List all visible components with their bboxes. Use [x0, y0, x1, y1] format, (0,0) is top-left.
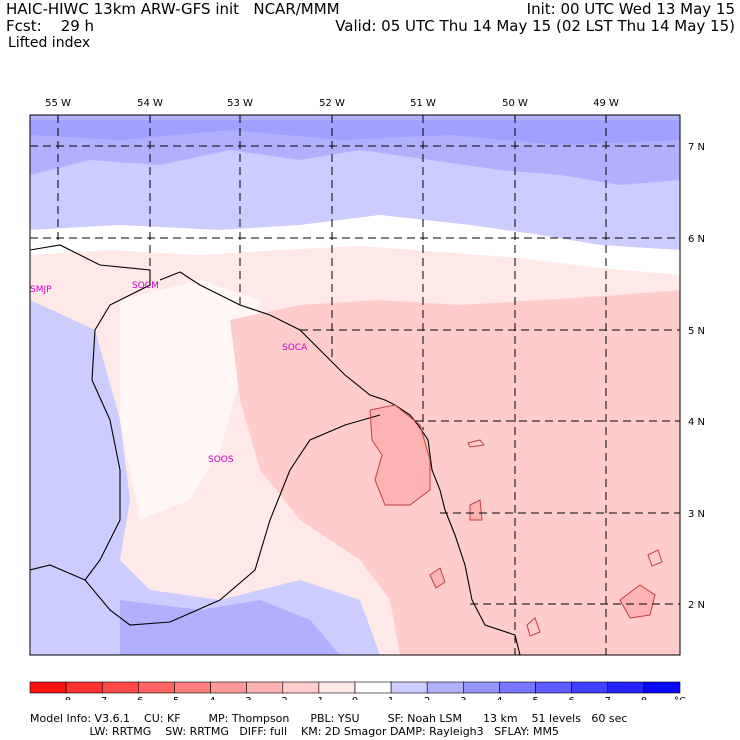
latlon-grid [30, 115, 680, 655]
colorbar-tick-label: 2 [424, 696, 430, 700]
station-label: SOOS [208, 455, 234, 465]
colorbar-swatch [426, 681, 464, 694]
colorbar-swatch [354, 681, 392, 694]
li-contours [369, 404, 663, 637]
colorbar-tick-label: -8 [61, 696, 71, 700]
colorbar-swatch [138, 681, 175, 694]
station-label: SOCM [132, 281, 159, 291]
colorbar-swatch [499, 681, 536, 694]
colorbar-swatch [571, 681, 609, 694]
stable-region-southwest [30, 300, 380, 655]
lon-label: 53 W [227, 98, 253, 109]
colorbar-swatch [643, 681, 681, 694]
colorbar-tick-label: -4 [206, 696, 216, 700]
init-time: Init: 00 UTC Wed 13 May 15 [526, 0, 735, 18]
border-west [30, 244, 381, 626]
colorbar-tick-label: -2 [278, 696, 288, 700]
colorbar [29, 681, 681, 694]
colorbar-tick-label: -6 [133, 696, 143, 700]
colorbar-tick-label: 7 [605, 696, 611, 700]
lon-label: 49 W [593, 98, 619, 109]
station-labels: SMJP SOCM SOCA SOOS [30, 281, 308, 465]
colorbar-tick-label: -1 [314, 696, 324, 700]
unstable-region [230, 290, 680, 655]
lon-labels: 55 W 54 W 53 W 52 W 51 W 50 W 49 W [45, 98, 619, 109]
contour-cell-e [469, 499, 483, 521]
colorbar-swatch [318, 681, 356, 694]
colorbar-tick-label: -5 [169, 696, 179, 700]
colorbar-swatch [463, 681, 500, 694]
white-band-north [30, 215, 680, 275]
colorbar-swatch [174, 681, 211, 694]
plot-frame [29, 114, 681, 656]
contour-cell-small1 [467, 439, 485, 448]
lat-label: 6 N [688, 234, 705, 245]
colorbar-tick-label: 0 [352, 696, 358, 700]
fcst-label: Fcst: [6, 17, 42, 35]
colorbar-tick-label: 6 [568, 696, 574, 700]
model-title: HAIC-HIWC 13km ARW-GFS init [6, 0, 240, 18]
white-region-interior [120, 280, 260, 520]
lat-label: 7 N [688, 142, 705, 153]
field-name: Lifted index [8, 35, 91, 51]
lat-label: 5 N [688, 326, 705, 337]
header-right: Init: 00 UTC Wed 13 May 15 Valid: 05 UTC… [335, 1, 735, 35]
unstable-cell-e [470, 500, 482, 520]
colorbar-swatch [535, 681, 572, 694]
lon-label: 52 W [319, 98, 345, 109]
shaded-field [30, 115, 680, 655]
colorbar-swatch [101, 681, 139, 694]
colorbar-tick-label: 4 [496, 696, 502, 700]
colorbar-swatch [390, 681, 428, 694]
lat-label: 4 N [688, 417, 705, 428]
colorbar-swatch [246, 681, 284, 694]
lon-label: 54 W [137, 98, 163, 109]
map-panel: 55 W 54 W 53 W 52 W 51 W 50 W 49 W 7 N 6… [29, 98, 705, 700]
colorbar-tick-label: -7 [97, 696, 107, 700]
lat-labels: 7 N 6 N 5 N 4 N 3 N 2 N [688, 142, 705, 611]
coastline [159, 271, 521, 655]
contour-cell-small2 [526, 617, 541, 637]
lon-label: 50 W [502, 98, 528, 109]
lon-label: 55 W [45, 98, 71, 109]
border-southwest [30, 564, 86, 581]
lat-label: 2 N [688, 600, 705, 611]
colorbar-swatch [607, 681, 645, 694]
colorbar-labels: -8 -7 -6 -5 -4 -3 -2 -1 0 1 2 3 4 5 6 7 8 [61, 696, 647, 700]
valid-time: Valid: 05 UTC Thu 14 May 15 (02 LST Thu … [335, 17, 735, 35]
contour-core [369, 404, 431, 506]
fcst-value: 29 h [60, 17, 95, 35]
stable-band-top [30, 120, 680, 145]
colorbar-tick-label: 5 [532, 696, 538, 700]
contour-cell-s [429, 567, 446, 589]
colorbar-unit: °C [674, 696, 686, 700]
header-left: HAIC-HIWC 13km ARW-GFS init NCAR/MMM Fcs… [6, 1, 340, 35]
model-info-line2: LW: RRTMG SW: RRTMG DIFF: full KM: 2D Sm… [30, 725, 559, 738]
unstable-cell-se [620, 585, 655, 618]
stable-region-southwest-strong [120, 600, 340, 655]
colorbar-tick-label: 1 [388, 696, 394, 700]
boundaries [30, 244, 521, 655]
contour-cell-small3 [647, 549, 663, 567]
model-info-line1: Model Info: V3.6.1 CU: KF MP: Thompson P… [30, 712, 628, 725]
station-label: SMJP [30, 285, 52, 295]
colorbar-swatch [29, 681, 67, 694]
colorbar-swatch [65, 681, 103, 694]
lat-label: 3 N [688, 509, 705, 520]
unstable-core [370, 405, 430, 505]
lon-label: 51 W [410, 98, 436, 109]
colorbar-tick-label: 3 [460, 696, 466, 700]
org-name: NCAR/MMM [253, 0, 340, 18]
colorbar-swatch [210, 681, 247, 694]
colorbar-tick-label: 8 [641, 696, 647, 700]
colorbar-tick-label: -3 [242, 696, 252, 700]
colorbar-swatch [282, 681, 320, 694]
contour-cell-se [619, 584, 656, 619]
station-label: SOCA [282, 343, 308, 353]
